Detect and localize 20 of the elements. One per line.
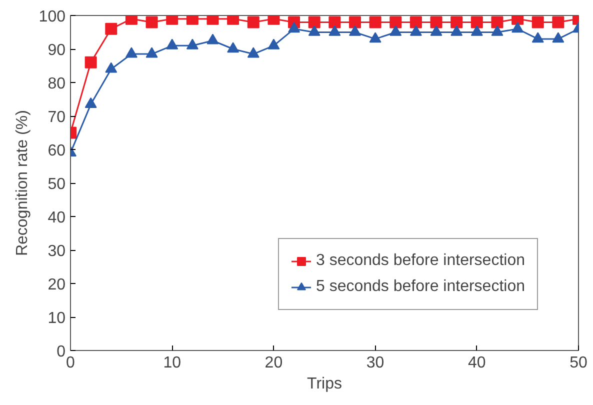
x-tick-label: 30 bbox=[366, 354, 384, 372]
y-tick-label: 60 bbox=[48, 142, 66, 160]
legend-label: 3 seconds before intersection bbox=[316, 252, 525, 270]
y-tick-label: 80 bbox=[48, 76, 66, 92]
y-tick-label: 50 bbox=[48, 176, 66, 193]
legend-label: 5 seconds before intersection bbox=[316, 278, 525, 296]
y-tick-label: 70 bbox=[48, 109, 66, 126]
y-tick-label: 40 bbox=[48, 210, 66, 226]
y-tick-label: 90 bbox=[48, 42, 66, 59]
x-tick-label: 50 bbox=[570, 354, 588, 372]
x-tick-label: 20 bbox=[264, 354, 283, 372]
y-tick-label: 30 bbox=[48, 243, 66, 260]
y-tick-label: 100 bbox=[38, 8, 66, 26]
y-tick-label: 10 bbox=[48, 310, 66, 327]
x-tick-label: 40 bbox=[468, 354, 486, 372]
y-tick-label: 20 bbox=[48, 276, 66, 294]
x-tick-label: 10 bbox=[163, 354, 182, 372]
y-axis-title: Recognition rate (%) bbox=[14, 110, 31, 256]
x-axis-title: Trips bbox=[307, 376, 342, 392]
y-tick-label: 0 bbox=[56, 344, 66, 360]
